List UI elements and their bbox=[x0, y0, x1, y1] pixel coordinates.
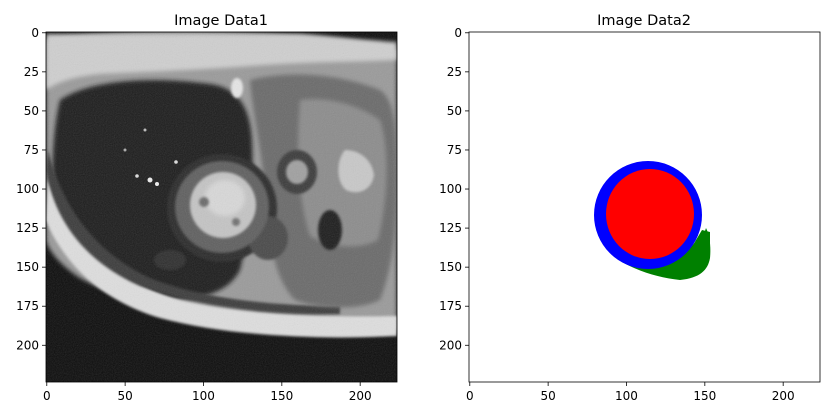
x-tick-label: 50 bbox=[117, 389, 132, 403]
axes-frame-left bbox=[45, 31, 398, 383]
y-tick-label: 0 bbox=[31, 26, 39, 40]
y-tick-label: 0 bbox=[454, 26, 462, 40]
x-tick-label: 100 bbox=[615, 389, 638, 403]
y-tick-label: 200 bbox=[439, 338, 462, 352]
y-tick-label: 175 bbox=[16, 299, 39, 313]
panel-title-image-data1: Image Data1 bbox=[174, 13, 268, 29]
y-tick-label: 125 bbox=[439, 221, 462, 235]
x-tick-label: 0 bbox=[466, 389, 474, 403]
y-tick-label: 25 bbox=[447, 65, 462, 79]
axis-ticks-left: 0 50 100 150 200 0 25 50 75 100 125 150 175 200 bbox=[16, 26, 372, 403]
y-tick-label: 75 bbox=[447, 143, 462, 157]
x-tick-label: 0 bbox=[43, 389, 51, 403]
y-tick-label: 50 bbox=[24, 104, 39, 118]
x-tick-label: 150 bbox=[693, 389, 716, 403]
x-tick-label: 150 bbox=[270, 389, 293, 403]
x-tick-label: 50 bbox=[540, 389, 555, 403]
x-tick-label: 100 bbox=[192, 389, 215, 403]
y-tick-label: 50 bbox=[447, 104, 462, 118]
x-tick-label: 200 bbox=[349, 389, 372, 403]
axes-frame-right bbox=[468, 31, 821, 383]
mri-image-panel: Image Data1 bbox=[16, 13, 398, 403]
y-tick-label: 25 bbox=[24, 65, 39, 79]
x-tick-label: 200 bbox=[772, 389, 795, 403]
y-tick-label: 200 bbox=[16, 338, 39, 352]
segmentation-mask bbox=[469, 32, 820, 382]
lv-cavity-segment bbox=[606, 169, 694, 259]
y-tick-label: 175 bbox=[439, 299, 462, 313]
y-tick-label: 100 bbox=[16, 182, 39, 196]
mri-image bbox=[46, 32, 397, 382]
panel-title-image-data2: Image Data2 bbox=[597, 13, 691, 29]
y-tick-label: 150 bbox=[16, 260, 39, 274]
segmentation-panel: Image Data2 0 50 100 150 200 0 25 50 75 100 125 150… bbox=[439, 13, 821, 403]
right-ventricle-segment-edge bbox=[700, 228, 711, 264]
y-tick-label: 150 bbox=[439, 260, 462, 274]
y-tick-label: 125 bbox=[16, 221, 39, 235]
y-tick-label: 100 bbox=[439, 182, 462, 196]
axis-ticks-right: 0 50 100 150 200 0 25 50 75 100 125 150 175 200 bbox=[439, 26, 795, 403]
y-tick-label: 75 bbox=[24, 143, 39, 157]
